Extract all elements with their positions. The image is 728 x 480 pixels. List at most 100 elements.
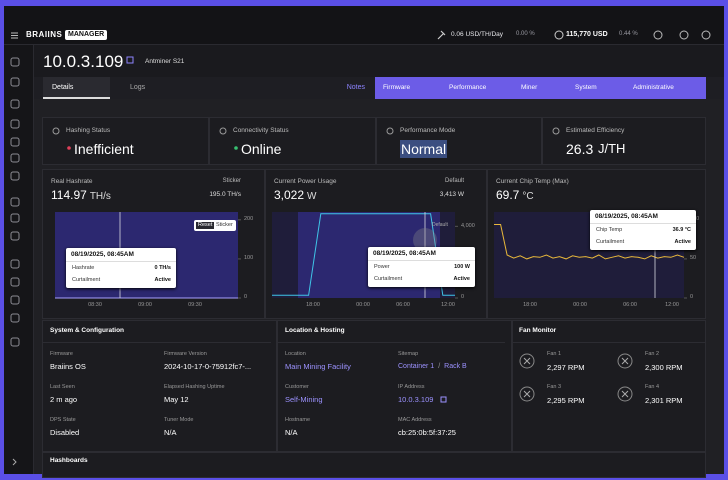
sidebar [4,45,34,474]
card-value: 26.3 [566,140,594,157]
btc-change: 0.44 % [619,31,638,38]
tooltip-rule [590,223,696,224]
logo-tag: MANAGER [65,30,108,40]
top-icon [653,30,663,40]
nav-icon [10,77,20,87]
field-link: / [438,363,441,371]
field-label: Sitemap [398,351,419,358]
fan-blades [523,357,531,365]
nav-icon [10,99,20,109]
line-label: Default [432,221,448,228]
card-label: Estimated Efficiency [566,126,625,134]
reset-button[interactable]: Reset [196,221,215,230]
nav-icon [10,119,20,129]
action-tab[interactable]: Firmware [383,83,411,91]
x-tick-label: 12:00 [441,302,455,309]
sticker-button[interactable]: Sticker [216,221,233,228]
nav-icon [10,197,20,207]
tab[interactable]: Logs [130,84,146,92]
x-tick-label: 08:30 [88,302,102,309]
fan-blades [523,390,531,398]
actions-bar [375,77,706,99]
section-rule [512,342,706,343]
action-tab[interactable]: Miner [521,83,538,91]
fan-speed: 2,295 RPM [547,396,585,406]
fan-icon [617,386,633,402]
field-link[interactable]: Self-Mining [285,395,323,405]
chart-title: Current Power Usage [274,177,337,185]
nav-icon [10,171,20,181]
tooltip-value: 0 TH/s [154,265,171,272]
tooltip-value: Active [453,276,470,283]
fan-speed: 2,301 RPM [645,396,683,406]
nav-icon [10,337,20,347]
field-value: 2 m ago [50,395,78,405]
tooltip-label: Curtailment [374,276,403,283]
field-label: DPS State [50,417,76,424]
nav-icon [10,57,20,67]
x-tick-label: 09:30 [188,302,202,309]
tab[interactable]: Details [52,84,74,92]
tab-active [43,77,110,99]
chart-value: 3,022 [274,188,305,203]
status-dot [67,146,71,150]
card-value: Normal [400,139,448,159]
status-dot [234,146,238,150]
field-value: N/A [285,428,298,438]
chart-unit: TH/s [89,190,111,202]
x-tick-label: 00:00 [573,302,587,309]
field-link[interactable]: Main Mining Facility [285,362,351,372]
tooltip-value: Active [154,277,171,284]
nav-icon [10,137,20,147]
card-icon [219,127,227,135]
tooltip-label: Power [374,264,390,271]
x-tick-label: 09:00 [138,302,152,309]
fan-speed: 2,297 RPM [547,363,585,373]
fan-name: Fan 4 [645,384,660,391]
nav-icon [10,313,20,323]
btc-icon [554,30,564,40]
edit-icon [126,56,134,64]
fan-icon [519,353,535,369]
card-label: Connectivity Status [233,126,289,134]
field-link[interactable]: Container 1 [398,363,435,371]
field-link[interactable]: 10.0.3.109 [398,395,434,405]
card-value: Inefficient [74,140,134,157]
field-label: Hostname [285,417,311,424]
fan-name: Fan 2 [645,351,660,358]
btc-price: 115,770 USD [566,31,608,39]
hashprice: 0.06 USD/TH/Day [451,30,504,38]
menu-icon [11,32,18,39]
action-tab[interactable]: Performance [449,83,487,91]
y-tick-label: 0 [461,294,465,301]
action-tab[interactable]: System [575,83,597,91]
x-tick-label: 06:00 [623,302,637,309]
tooltip-label: Chip Temp [596,227,623,234]
ref-label: Sticker [222,178,241,185]
y-tick-label: 200 [244,216,254,223]
external-link-icon [440,396,447,403]
tooltip-rule [368,260,475,261]
action-tab[interactable]: Administrative [633,83,674,91]
x-tick-label: 12:00 [665,302,679,309]
tooltip-value: 36.9 °C [672,227,691,234]
card-label: Performance Mode [400,126,456,134]
tooltip [590,210,696,250]
series-line [494,224,685,260]
field-label: Elapsed Hashing Uptime [164,384,225,391]
fan-icon [617,353,633,369]
field-link[interactable]: Rack B [444,363,467,371]
notes-tab[interactable]: Notes [346,84,365,92]
ref-value: 195.0 TH/s [209,190,241,198]
tooltip-value: Active [674,239,691,246]
nav-icon [10,277,20,287]
ref-value: 3,413 W [439,190,464,198]
card-label: Hashing Status [66,126,111,134]
tooltip-label: Curtailment [596,239,625,246]
y-tick-label: 4,000 [461,222,475,229]
section-title: Hashboards [50,456,88,464]
chart-title: Real Hashrate [51,177,93,185]
top-bar [4,6,724,45]
field-value: May 12 [164,395,189,405]
x-tick-label: 18:00 [523,302,537,309]
